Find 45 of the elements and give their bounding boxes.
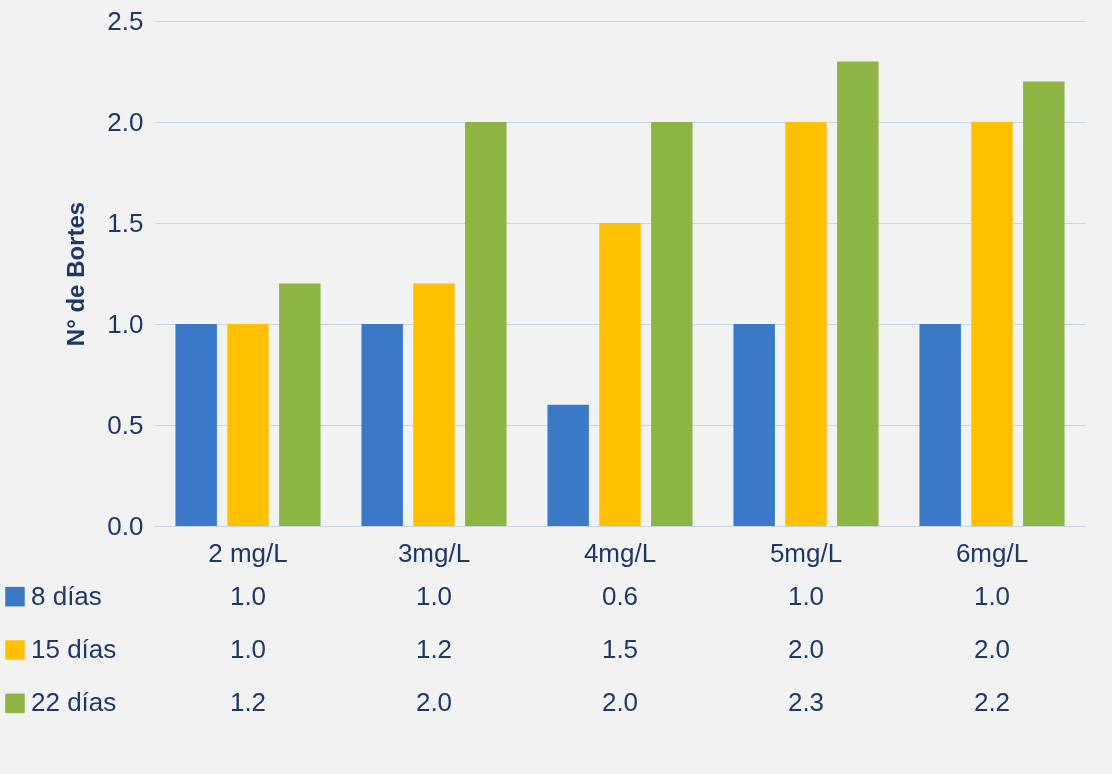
x-tick-label: 4mg/L: [583, 537, 657, 568]
x-tick-label: 2 mg/L: [208, 537, 288, 568]
x-tick-label: 3mg/L: [397, 537, 471, 568]
bar: [651, 122, 693, 526]
bar: [599, 223, 641, 526]
bar: [175, 324, 217, 526]
y-tick-label: 2.5: [107, 5, 144, 36]
bar: [733, 324, 775, 526]
data-label: 1.0: [973, 580, 1011, 611]
bar: [837, 61, 879, 526]
data-label: 1.2: [415, 634, 453, 664]
y-tick-label: 1.0: [107, 308, 144, 339]
bar: [971, 122, 1013, 526]
data-label: 1.0: [229, 580, 267, 611]
data-label: 2.3: [787, 687, 825, 718]
y-tick-label: 0.0: [107, 510, 144, 541]
legend-label: 22 días: [31, 687, 117, 718]
bar: [279, 283, 321, 526]
data-label: 0.6: [601, 580, 639, 611]
y-tick-label: 2.0: [107, 106, 144, 137]
bar: [785, 122, 827, 526]
data-label: 1.0: [787, 580, 825, 611]
data-label: 1.0: [229, 634, 267, 664]
bar: [547, 404, 589, 526]
data-label: 2.0: [415, 687, 453, 718]
bar: [227, 324, 269, 526]
y-tick-label: 1.5: [107, 207, 144, 238]
bar: [413, 283, 455, 526]
legend-label: 8 días: [31, 580, 102, 611]
bar: [465, 122, 507, 526]
data-label: 1.5: [601, 634, 639, 664]
y-axis-title: N° de Bortes: [62, 201, 90, 347]
data-label: 2.2: [973, 687, 1011, 718]
data-label: 2.0: [601, 687, 639, 718]
x-tick-label: 6mg/L: [955, 537, 1029, 568]
data-label: 1.2: [229, 687, 267, 718]
legend-label: 15 días: [31, 634, 117, 664]
bar: [1023, 81, 1065, 526]
data-label: 1.0: [415, 580, 453, 611]
y-tick-label: 0.5: [107, 409, 144, 440]
data-label: 2.0: [787, 634, 825, 664]
x-tick-label: 5mg/L: [769, 537, 843, 568]
data-label: 2.0: [973, 634, 1011, 664]
bar: [919, 324, 961, 526]
bar: [361, 324, 403, 526]
